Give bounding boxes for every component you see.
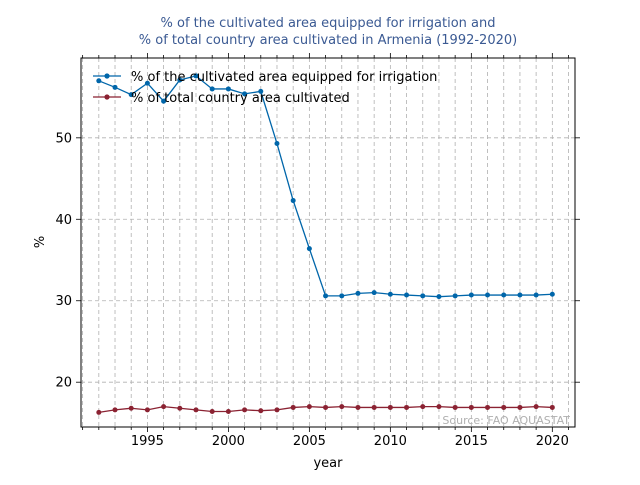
- data-point: [420, 293, 426, 299]
- y-tick-label: 30: [55, 294, 72, 309]
- data-point: [436, 404, 442, 410]
- data-point: [517, 292, 523, 298]
- data-point: [339, 293, 345, 299]
- data-point: [225, 409, 231, 415]
- data-point: [306, 404, 312, 410]
- x-tick-label: 2015: [455, 434, 488, 449]
- data-point: [193, 407, 199, 413]
- data-point: [290, 404, 296, 410]
- data-point: [177, 405, 183, 411]
- legend-entry-irrigation: % of the cultivated area equipped for ir…: [93, 70, 437, 85]
- data-point: [242, 407, 248, 413]
- data-point: [323, 404, 329, 410]
- data-point: [533, 292, 539, 298]
- data-point: [96, 78, 102, 84]
- data-point: [485, 404, 491, 410]
- legend: % of the cultivated area equipped for ir…: [93, 70, 437, 106]
- data-point: [501, 404, 507, 410]
- data-point: [549, 291, 555, 297]
- data-point: [225, 86, 231, 92]
- data-point: [306, 246, 312, 252]
- data-point: [371, 290, 377, 296]
- data-point: [485, 292, 491, 298]
- legend-label-irrigation: % of the cultivated area equipped for ir…: [131, 70, 437, 85]
- data-point: [258, 88, 264, 94]
- x-axis-label: year: [313, 456, 343, 471]
- y-tick-label: 20: [55, 376, 72, 391]
- data-point: [112, 84, 118, 90]
- data-point: [387, 291, 393, 297]
- data-point: [420, 404, 426, 410]
- legend-marker-cultivated: [104, 94, 110, 100]
- data-point: [209, 86, 215, 92]
- data-point: [144, 80, 150, 86]
- data-point: [355, 290, 361, 296]
- series-layer: [96, 73, 555, 415]
- data-point: [323, 293, 329, 299]
- data-point: [161, 98, 167, 104]
- legend-marker-irrigation: [104, 73, 110, 79]
- data-point: [549, 404, 555, 410]
- data-point: [371, 404, 377, 410]
- data-point: [242, 91, 248, 97]
- y-axis-label: %: [33, 236, 48, 248]
- data-point: [452, 404, 458, 410]
- data-point: [452, 293, 458, 299]
- data-point: [290, 198, 296, 204]
- data-point: [161, 404, 167, 410]
- data-point: [193, 73, 199, 79]
- data-point: [128, 92, 134, 98]
- data-point: [468, 404, 474, 410]
- legend-label-cultivated: % of total country area cultivated: [131, 91, 350, 106]
- data-point: [404, 404, 410, 410]
- data-point: [144, 407, 150, 413]
- data-point: [404, 292, 410, 298]
- data-point: [436, 294, 442, 300]
- data-point: [533, 404, 539, 410]
- x-tick-label: 2005: [293, 434, 326, 449]
- y-tick-label: 50: [55, 131, 72, 146]
- x-tick-label: 2010: [374, 434, 407, 449]
- x-tick-label: 2000: [212, 434, 245, 449]
- chart-title-line-1: % of the cultivated area equipped for ir…: [161, 16, 496, 31]
- data-point: [517, 404, 523, 410]
- data-point: [339, 404, 345, 410]
- y-tick-label: 40: [55, 213, 72, 228]
- data-point: [468, 292, 474, 298]
- legend-entry-cultivated: % of total country area cultivated: [93, 91, 350, 106]
- data-point: [209, 409, 215, 415]
- plot-frame: [80, 57, 576, 428]
- data-point: [128, 405, 134, 411]
- chart-title-line-2: % of total country area cultivated in Ar…: [139, 33, 517, 48]
- source-note: Source: FAO AQUASTAT: [442, 414, 570, 427]
- data-point: [387, 404, 393, 410]
- data-point: [274, 141, 280, 147]
- x-tick-label: 2020: [536, 434, 569, 449]
- data-point: [355, 404, 361, 410]
- x-tick-label: 1995: [131, 434, 164, 449]
- data-point: [112, 407, 118, 413]
- data-point: [274, 407, 280, 413]
- data-point: [96, 409, 102, 415]
- data-point: [258, 408, 264, 414]
- data-point: [177, 77, 183, 83]
- grid-lines: [81, 58, 575, 427]
- data-point: [501, 292, 507, 298]
